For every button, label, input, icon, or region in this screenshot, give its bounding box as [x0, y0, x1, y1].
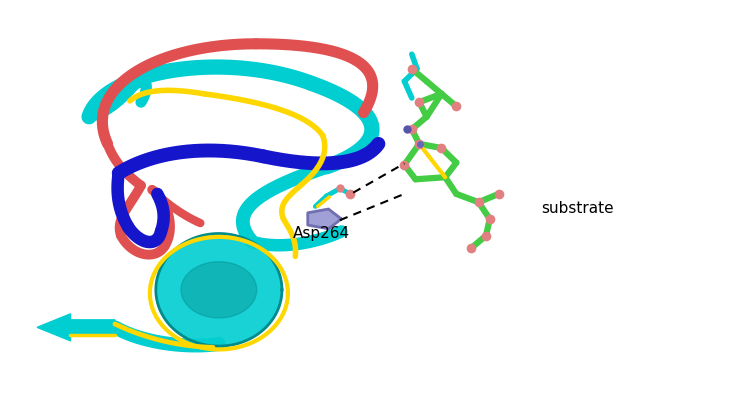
Polygon shape [308, 209, 341, 229]
Text: Asp264: Asp264 [293, 226, 350, 241]
Polygon shape [156, 234, 282, 346]
Text: substrate: substrate [542, 201, 614, 216]
Polygon shape [181, 262, 257, 318]
Polygon shape [37, 314, 115, 341]
